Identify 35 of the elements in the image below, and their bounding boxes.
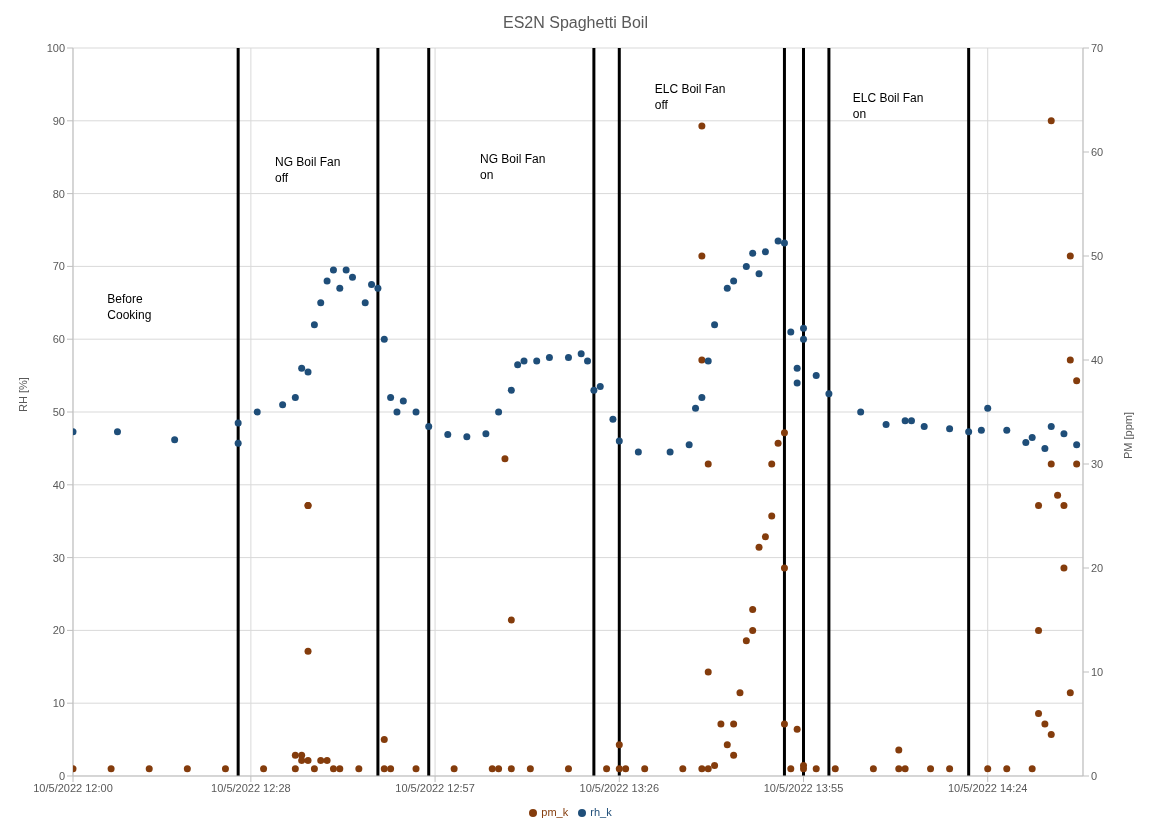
y-tick-label: 80 xyxy=(52,187,65,200)
y2-tick-label: 70 xyxy=(1091,41,1104,54)
y-tick-label: 10 xyxy=(52,697,65,710)
y2-tick-label: 20 xyxy=(1091,561,1104,574)
y2-axis-title: PM [ppm] xyxy=(1121,412,1134,460)
y2-tick-label: 40 xyxy=(1091,353,1104,366)
annotation: ELC Boil Fan on xyxy=(852,90,924,123)
y2-tick-label: 30 xyxy=(1091,457,1104,470)
x-tick-label: 10/5/2022 13:26 xyxy=(579,781,660,794)
x-tick-label: 10/5/2022 14:24 xyxy=(947,781,1028,794)
y-tick-label: 70 xyxy=(52,260,65,273)
annotation: ELC Boil Fan off xyxy=(654,80,726,113)
chart-title: ES2N Spaghetti Boil xyxy=(502,13,649,33)
annotation: NG Boil Fan off xyxy=(275,153,341,186)
y-tick-label: 20 xyxy=(52,624,65,637)
annotation: Before Cooking xyxy=(107,291,152,324)
y2-tick-label: 0 xyxy=(1091,769,1098,782)
x-tick-label: 10/5/2022 13:55 xyxy=(763,781,844,794)
y-tick-label: 0 xyxy=(58,769,65,782)
y2-tick-label: 50 xyxy=(1091,249,1104,262)
annotation: NG Boil Fan on xyxy=(480,151,546,184)
y-tick-label: 40 xyxy=(52,478,65,491)
y-tick-label: 50 xyxy=(52,405,65,418)
y2-tick-label: 60 xyxy=(1091,145,1104,158)
x-tick-label: 10/5/2022 12:57 xyxy=(395,781,475,794)
y-tick-label: 90 xyxy=(52,114,65,127)
x-tick-label: 10/5/2022 12:28 xyxy=(211,781,291,794)
y-axis-title: RH [%] xyxy=(16,377,29,412)
y-tick-label: 30 xyxy=(52,551,65,564)
y-tick-label: 100 xyxy=(46,41,65,54)
y-tick-label: 60 xyxy=(52,333,65,346)
y2-tick-label: 10 xyxy=(1091,665,1104,678)
legend-label: pm_k xyxy=(541,806,569,818)
x-tick-label: 10/5/2022 12:00 xyxy=(33,781,113,794)
legend-label: rh_k xyxy=(590,806,612,818)
